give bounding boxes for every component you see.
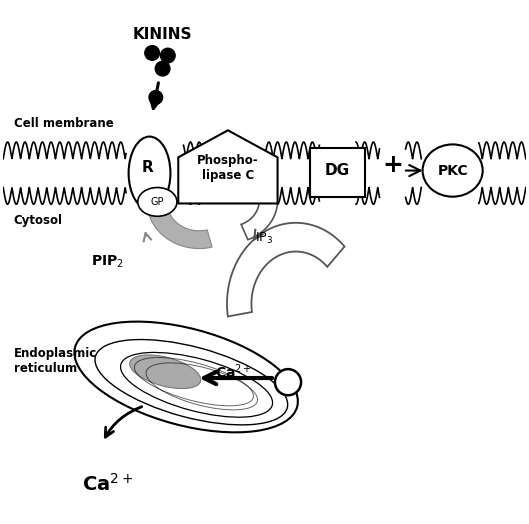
Text: GP: GP — [151, 197, 164, 207]
Polygon shape — [241, 202, 278, 239]
Circle shape — [156, 61, 170, 76]
Text: Endoplasmic
reticulum: Endoplasmic reticulum — [14, 347, 97, 375]
Text: Cell membrane: Cell membrane — [14, 117, 113, 130]
Text: Ca$^{2+}$: Ca$^{2+}$ — [82, 473, 133, 495]
Polygon shape — [148, 206, 212, 248]
FancyBboxPatch shape — [310, 148, 366, 197]
Text: KININS: KININS — [133, 27, 193, 42]
Ellipse shape — [130, 355, 200, 389]
Ellipse shape — [95, 340, 288, 425]
Circle shape — [275, 369, 301, 395]
Text: PKC: PKC — [437, 163, 468, 178]
Text: Ca$^{2+}$: Ca$^{2+}$ — [215, 363, 251, 381]
Ellipse shape — [121, 353, 272, 417]
Text: +: + — [382, 154, 403, 177]
Text: R: R — [142, 160, 154, 176]
Ellipse shape — [423, 145, 482, 196]
Ellipse shape — [129, 137, 170, 210]
Text: PIP$_2$: PIP$_2$ — [92, 254, 124, 270]
Text: Phospho-
lipase C: Phospho- lipase C — [197, 154, 259, 182]
FancyArrowPatch shape — [406, 165, 421, 176]
Circle shape — [149, 91, 162, 104]
Circle shape — [145, 46, 159, 60]
Polygon shape — [178, 130, 278, 203]
Ellipse shape — [138, 188, 177, 216]
Text: IP$_3$: IP$_3$ — [256, 231, 273, 246]
Circle shape — [160, 48, 175, 63]
Text: DG: DG — [325, 163, 350, 178]
Polygon shape — [227, 223, 344, 316]
Text: Cytosol: Cytosol — [14, 214, 62, 227]
Ellipse shape — [75, 322, 298, 432]
